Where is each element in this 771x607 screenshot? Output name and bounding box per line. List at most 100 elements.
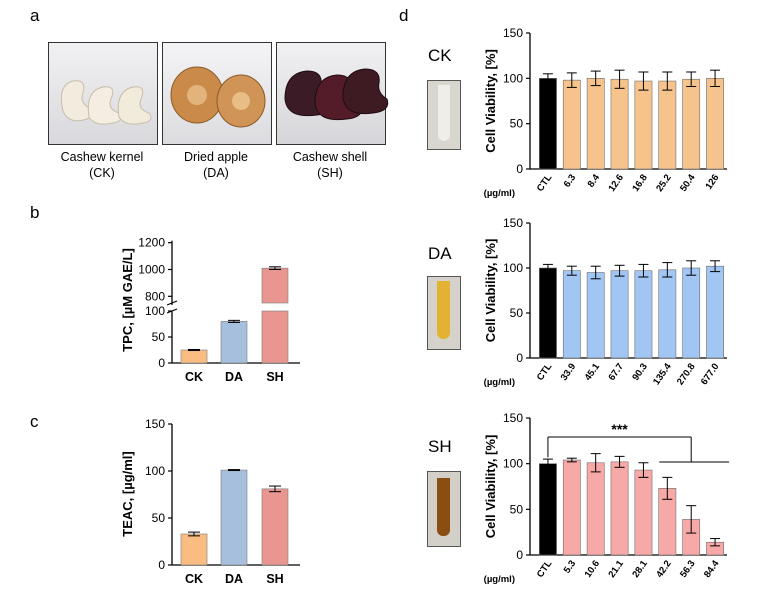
viab-ck-bar: [539, 78, 557, 170]
viab-sh-y-tick-label: 50: [510, 502, 524, 516]
viab-da-x-tick-label: 45.1: [583, 361, 603, 383]
teac-x-tick-label: DA: [225, 572, 243, 586]
teac-bar: [220, 469, 248, 566]
side-label-sh: SH: [428, 437, 452, 456]
tpc-x-tick-label: DA: [225, 370, 243, 384]
sh-tube-liquid: [437, 478, 450, 536]
viab-da-x-tick-label: 270.8: [675, 361, 698, 387]
viab-ck-x-tick-label: 6.3: [562, 172, 579, 189]
tpc-upper-y-tick-label: 1000: [138, 263, 165, 277]
viab-sh-x-tick-label: 10.6: [583, 558, 603, 579]
tpc-upper-y-tick-label: 1200: [138, 236, 165, 250]
tpc-lower-y-tick-label: 100: [145, 304, 165, 318]
teac-y-tick-label: 50: [152, 511, 166, 525]
viab-da-y-tick-label: 0: [516, 351, 523, 365]
viab-ck-bar: [634, 80, 653, 170]
viab-da-bar: [706, 265, 724, 359]
viab-ck-y-tick-label: 50: [510, 117, 524, 131]
cashew-shell-drawing: [284, 68, 389, 121]
viab-da-bar: [658, 269, 677, 359]
ck-tube-image: [427, 80, 461, 150]
tpc-axis-break-mark: [166, 300, 178, 306]
panel-letter-a: a: [30, 6, 40, 25]
dried-apple-drawing: [170, 66, 266, 128]
viab-sh-bar: [562, 459, 581, 556]
viab-sh-x-tick-label: 28.1: [630, 558, 650, 580]
viab-da-y-tick-label: 150: [503, 216, 523, 230]
caption-code: (CK): [89, 166, 115, 180]
viab-ck-bar: [706, 78, 724, 170]
viab-sh-y-axis-title: Cell Viability, [%]: [483, 435, 498, 539]
teac-y-tick-label: 100: [145, 464, 165, 478]
viab-da-bar: [539, 267, 557, 359]
viab-da-x-tick-label: 67.7: [606, 361, 626, 382]
teac-y-tick-label: 0: [158, 558, 165, 572]
viab-ck-unit-label: (µg/ml): [484, 188, 515, 199]
teac-x-tick-label: CK: [185, 572, 203, 586]
caption-name: Dried apple: [184, 150, 248, 164]
viab-da-x-tick-label: 90.3: [630, 361, 650, 382]
viab-sh-y-tick-label: 0: [516, 548, 523, 562]
caption-code: (DA): [203, 166, 229, 180]
viab-da-y-axis-title: Cell Viability, [%]: [483, 239, 498, 343]
teac-x-tick-label: SH: [266, 572, 283, 586]
da-tube-liquid: [437, 281, 450, 339]
viab-da-x-tick-label: 135.4: [651, 361, 674, 387]
caption-name: Cashew shell: [292, 150, 368, 164]
viab-da-x-tick-label: CTL: [535, 361, 555, 383]
viab-da-bar: [562, 270, 581, 359]
teac-bar: [261, 488, 289, 566]
viab-da-y-tick-label: 100: [503, 261, 523, 275]
tpc-upper-y-tick-label: 800: [145, 289, 165, 303]
viab-ck-bar: [682, 78, 701, 170]
viab-sh-x-tick-label: 21.1: [606, 558, 626, 580]
viab-ck-bar: [658, 80, 677, 170]
viab-ck-x-tick-label: 16.8: [630, 172, 650, 193]
viab-sh-unit-label: (µg/ml): [484, 574, 515, 585]
viab-da-bar: [634, 270, 653, 359]
viab-ck-bar: [562, 79, 581, 170]
viab-sh-x-tick-label: CTL: [535, 558, 555, 580]
panel-letter-b: b: [30, 203, 40, 222]
viab-sh-x-tick-label: 56.3: [678, 558, 698, 579]
tpc-axis-break-mark: [166, 308, 178, 314]
ck-tube-liquid: [438, 85, 450, 141]
viab-da-unit-label: (µg/ml): [484, 377, 515, 388]
viab-ck-y-tick-label: 100: [503, 71, 523, 85]
viab-sh-y-tick-label: 100: [503, 457, 523, 471]
panel-letter-c: c: [30, 412, 39, 431]
viab-ck-x-tick-label: 8.4: [586, 172, 603, 190]
viab-sh-bar: [610, 461, 629, 556]
viab-sh-y-tick-label: 150: [503, 411, 523, 425]
cashew-kernel-photo: [48, 42, 158, 145]
caption-code: (SH): [317, 166, 343, 180]
tpc-bar: [220, 321, 248, 364]
tpc-x-tick-label: SH: [266, 370, 283, 384]
viab-da-bar: [682, 267, 701, 359]
caption-cashew-shell: Cashew shell (SH): [270, 149, 390, 181]
side-label-da: DA: [428, 244, 452, 263]
viab-ck-x-tick-label: 12.6: [606, 172, 626, 193]
viab-ck-bar: [610, 78, 629, 170]
viab-sh-bar: [634, 469, 653, 556]
viab-da-y-tick-label: 50: [510, 306, 524, 320]
viab-da-bar: [586, 272, 605, 359]
viab-sh-bar: [539, 463, 557, 556]
caption-dried-apple: Dried apple (DA): [156, 149, 276, 181]
viab-ck-x-tick-label: CTL: [535, 172, 555, 194]
viab-ck-y-tick-label: 150: [503, 26, 523, 40]
viab-ck-bar: [586, 78, 605, 170]
sh-tube-image: [427, 471, 461, 547]
caption-cashew-kernel: Cashew kernel (CK): [42, 149, 162, 181]
teac-y-axis-title: TEAC, [µg/ml]: [120, 451, 135, 536]
teac-bar: [180, 533, 208, 566]
dried-apple-photo: [162, 42, 272, 145]
cashew-kernel-drawing: [60, 80, 152, 125]
viab-da-bar: [610, 270, 629, 359]
viab-ck-y-axis-title: Cell Viability, [%]: [483, 49, 498, 153]
viab-sh-x-tick-label: 42.2: [654, 558, 674, 579]
viab-sh-x-tick-label: 5.3: [562, 558, 579, 575]
tpc-bar-lower-segment: [261, 310, 289, 364]
tpc-lower-y-tick-label: 0: [158, 356, 165, 370]
